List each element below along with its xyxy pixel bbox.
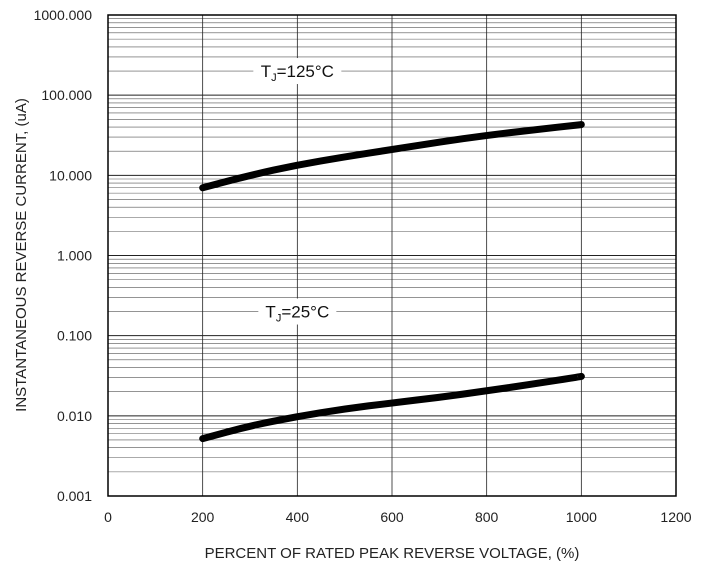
x-tick-label: 400 <box>286 509 310 525</box>
x-tick-label: 600 <box>380 509 404 525</box>
curve-label-text: TJ=25°C <box>265 303 329 325</box>
x-tick-label: 0 <box>104 509 112 525</box>
y-tick-label: 1.000 <box>57 248 92 264</box>
annotations: TJ=125°C TJ=25°C <box>253 58 342 325</box>
y-tick-label: 1000.000 <box>34 7 93 23</box>
series-group <box>199 121 585 443</box>
y-tick-label: 0.010 <box>57 408 92 424</box>
y-tick-labels: 0.001 0.010 0.100 1.000 10.000 100.000 1000.00… <box>34 7 93 504</box>
curve-label-background <box>253 58 342 85</box>
series-line-1 <box>199 121 585 192</box>
grid <box>107 15 677 497</box>
x-tick-label: 1200 <box>660 509 691 525</box>
series-line-2 <box>199 372 585 443</box>
curve-label-text: TJ=125°C <box>261 62 334 84</box>
y-tick-label: 0.001 <box>57 488 92 504</box>
x-tick-label: 200 <box>191 509 215 525</box>
x-tick-label: 1000 <box>566 509 597 525</box>
x-tick-labels: 0 200 400 600 800 1000 1200 <box>104 509 692 525</box>
curve-label-2: TJ=25°C <box>258 298 337 325</box>
curve-label-1: TJ=125°C <box>253 58 342 85</box>
y-tick-label: 100.000 <box>41 87 92 103</box>
plot-frame <box>107 14 677 497</box>
y-tick-label: 10.000 <box>49 167 92 183</box>
x-axis-title: PERCENT OF RATED PEAK REVERSE VOLTAGE, (… <box>205 545 580 562</box>
curve-label-background <box>258 298 337 325</box>
y-axis-title: INSTANTANEOUS REVERSE CURRENT, (uA) <box>13 98 30 412</box>
x-tick-label: 800 <box>475 509 499 525</box>
y-tick-label: 0.100 <box>57 328 92 344</box>
